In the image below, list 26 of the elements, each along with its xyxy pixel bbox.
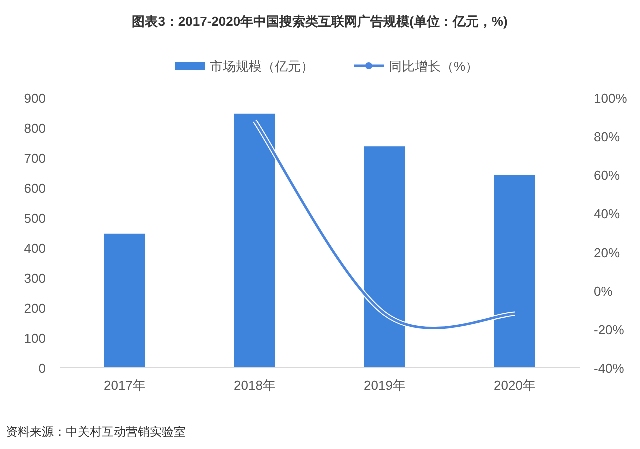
x-tick-label: 2019年: [364, 378, 406, 393]
text: 资料来源：中关村互动营销实验室: [6, 425, 186, 439]
x-tick-label: 2017年: [104, 378, 146, 393]
chart-title: 图表3：2017-2020年中国搜索类互联网广告规模(单位：亿元，%): [132, 14, 508, 29]
y-tick-label: 100: [24, 331, 46, 346]
y2-tick-label: 40%: [594, 206, 620, 222]
y2-tick-label: 20%: [594, 245, 620, 260]
y2-tick-label: 100%: [594, 91, 628, 106]
y-tick-label: 600: [24, 181, 46, 196]
y2-tick-label: 0%: [594, 284, 614, 299]
y-tick-label: 300: [24, 271, 46, 286]
y-tick-label: 500: [24, 211, 46, 226]
y-tick-label: 900: [24, 91, 46, 106]
y2-tick-label: 80%: [594, 130, 620, 145]
y-tick-label: 400: [24, 241, 46, 256]
x-tick-label: 2018年: [234, 378, 276, 393]
y-tick-label: 0: [38, 361, 46, 376]
y-tick-label: 700: [24, 151, 46, 166]
legend-label: 同比增长（%）: [389, 59, 479, 74]
y2-tick-label: -20%: [594, 322, 625, 338]
y-tick-label: 200: [24, 301, 46, 316]
y2-tick-label: -40%: [594, 361, 625, 376]
y2-tick-label: 60%: [594, 168, 620, 184]
x-tick-label: 2020年: [494, 378, 536, 393]
y-tick-label: 800: [24, 121, 46, 136]
legend-label: 市场规模（亿元）: [210, 59, 314, 74]
